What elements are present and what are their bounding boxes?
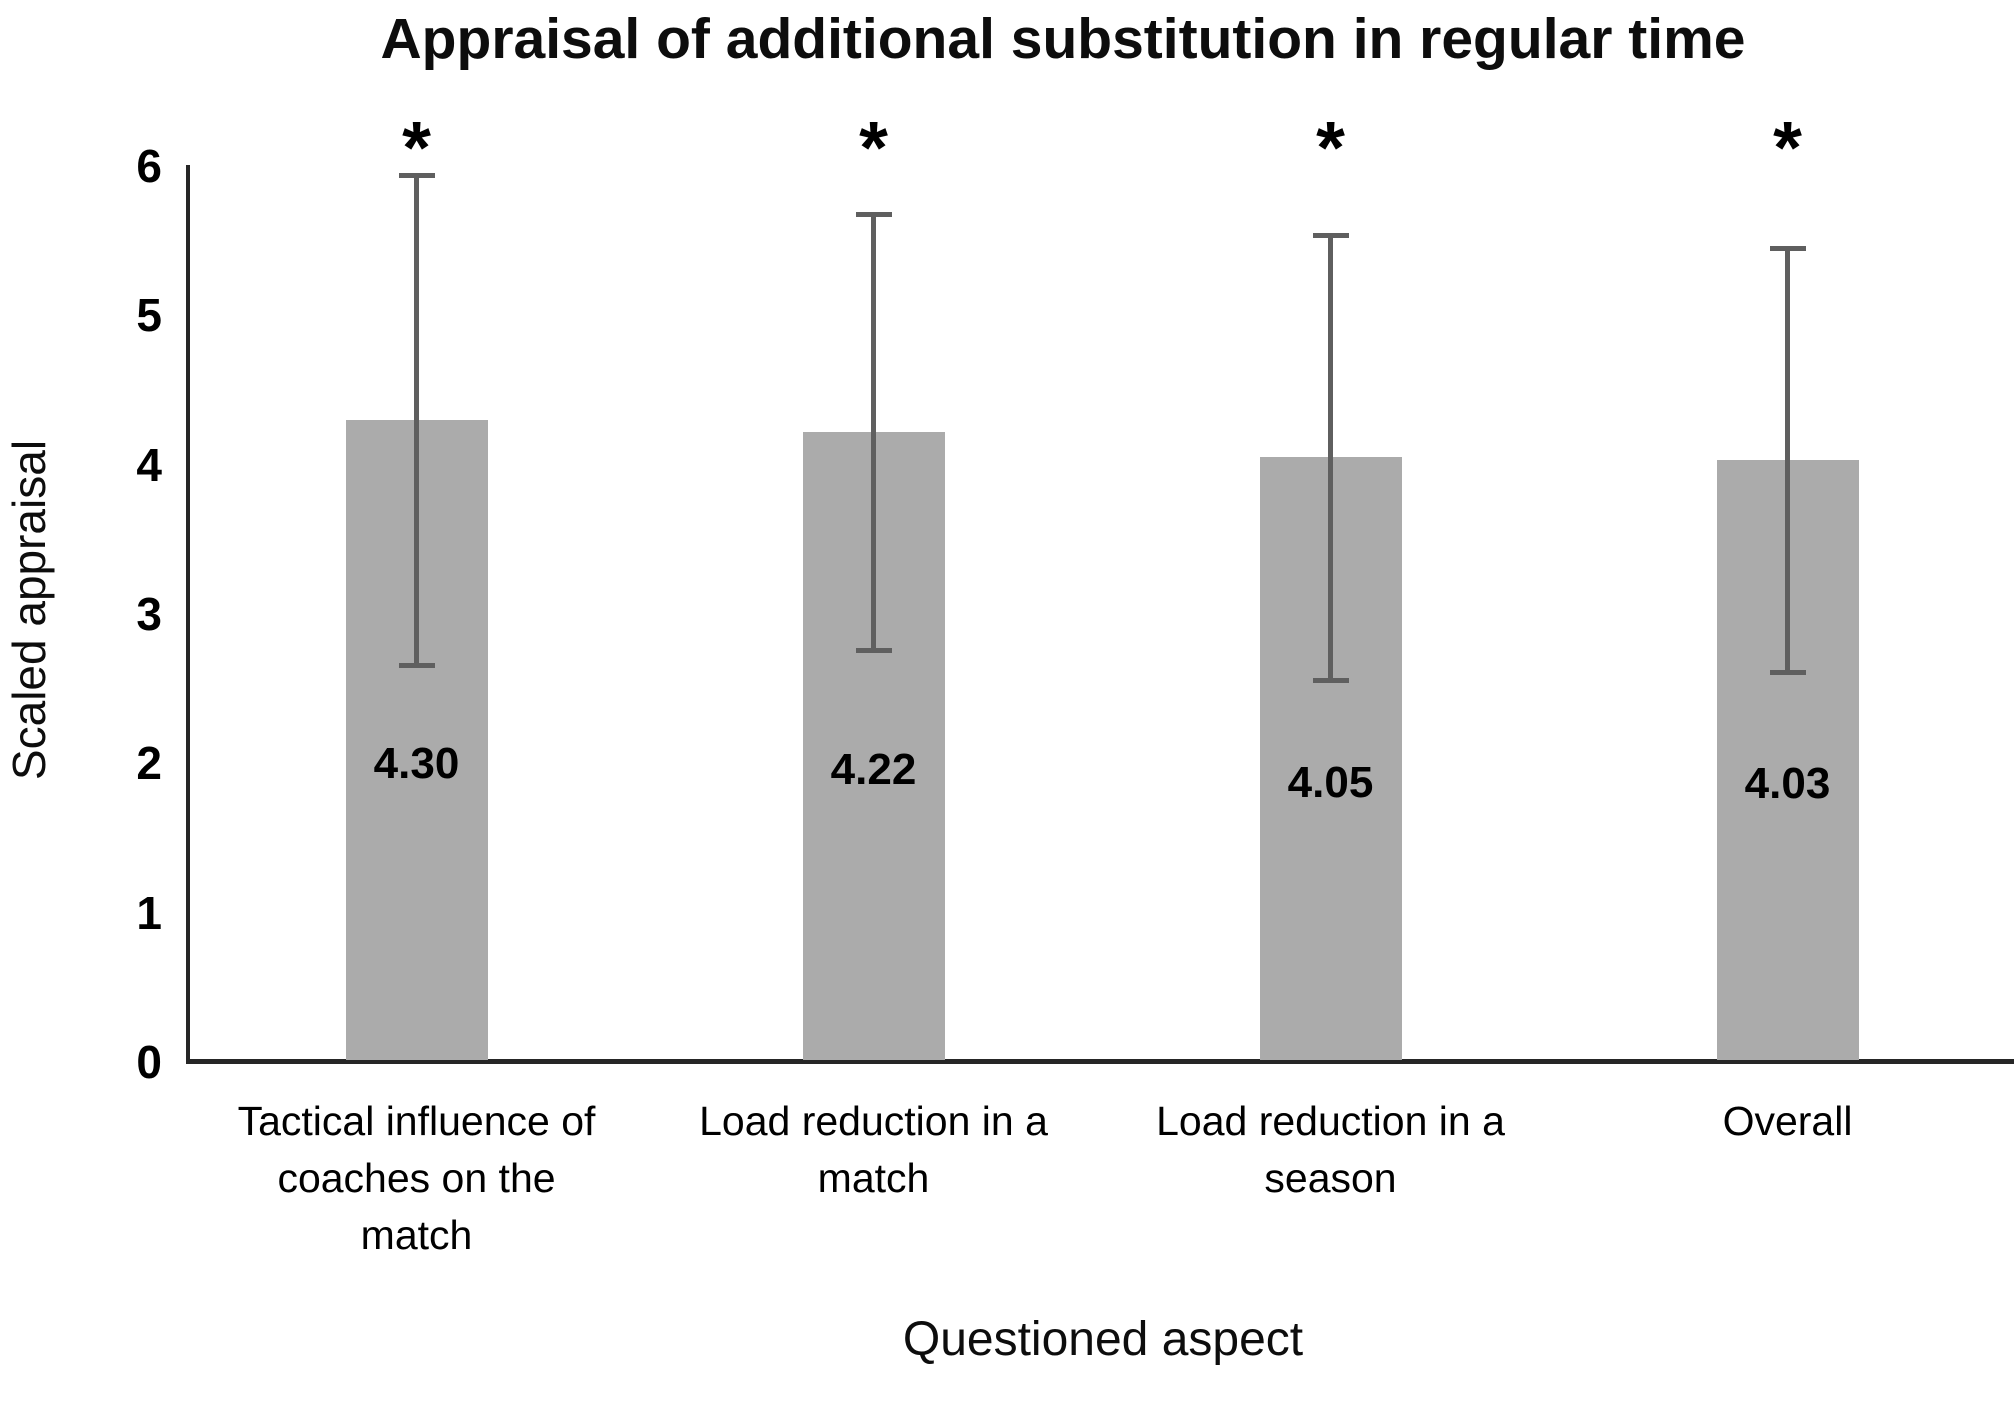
error-bar-cap-bottom — [1769, 670, 1806, 676]
y-tick-label: 1 — [136, 886, 162, 939]
error-bar — [1785, 248, 1790, 673]
y-axis-title: Scaled appraisal — [3, 439, 55, 781]
y-tick-label: 0 — [136, 1036, 162, 1088]
bar-value-label: 4.22 — [830, 744, 917, 794]
bar-value-label: 4.03 — [1744, 759, 1831, 809]
error-bar-cap-top — [855, 211, 892, 217]
x-category-label-line: match — [360, 1212, 473, 1258]
bar-value-label: 4.05 — [1287, 757, 1374, 807]
x-category-label: Overall — [1553, 1093, 2016, 1150]
x-category-label: Load reduction in a match — [639, 1093, 1109, 1207]
error-bar-cap-bottom — [1312, 677, 1349, 683]
x-category-label-line: match — [817, 1155, 930, 1201]
significance-asterisk: * — [402, 106, 431, 189]
y-tick-label: 5 — [136, 289, 162, 342]
chart-title: Appraisal of additional substitution in … — [380, 7, 1746, 71]
y-tick-label: 3 — [136, 588, 162, 640]
error-bar-cap-bottom — [855, 647, 892, 653]
significance-asterisk: * — [859, 106, 888, 189]
error-bar-cap-top — [1312, 232, 1349, 238]
error-bar-cap-top — [1769, 246, 1806, 252]
error-bar-cap-bottom — [398, 662, 435, 668]
error-bar-cap-top — [398, 172, 435, 178]
error-bar — [871, 213, 876, 650]
y-tick-label: 2 — [136, 737, 162, 790]
x-category-label-line: Load reduction in a — [1156, 1098, 1505, 1144]
error-bar — [414, 174, 419, 665]
error-bar — [1328, 234, 1333, 680]
significance-asterisk: * — [1316, 106, 1345, 189]
bar-value-label: 4.30 — [373, 738, 460, 788]
x-category-label: Tactical influence of coaches on the match — [182, 1093, 652, 1264]
x-axis-title: Questioned aspect — [902, 1313, 1304, 1366]
x-category-label-line: Overall — [1722, 1098, 1853, 1144]
x-axis-line — [186, 1059, 2014, 1064]
x-category-label: Load reduction in a season — [1096, 1093, 1566, 1207]
x-category-label-line: coaches on the — [277, 1155, 556, 1201]
y-tick-label: 4 — [136, 438, 162, 491]
x-category-label-line: season — [1264, 1155, 1397, 1201]
x-category-label-line: Load reduction in a — [699, 1098, 1048, 1144]
significance-asterisk: * — [1773, 106, 1802, 189]
y-tick-label: 6 — [136, 140, 162, 192]
y-axis-line — [186, 165, 190, 1064]
x-category-label-line: Tactical influence of — [237, 1098, 596, 1144]
